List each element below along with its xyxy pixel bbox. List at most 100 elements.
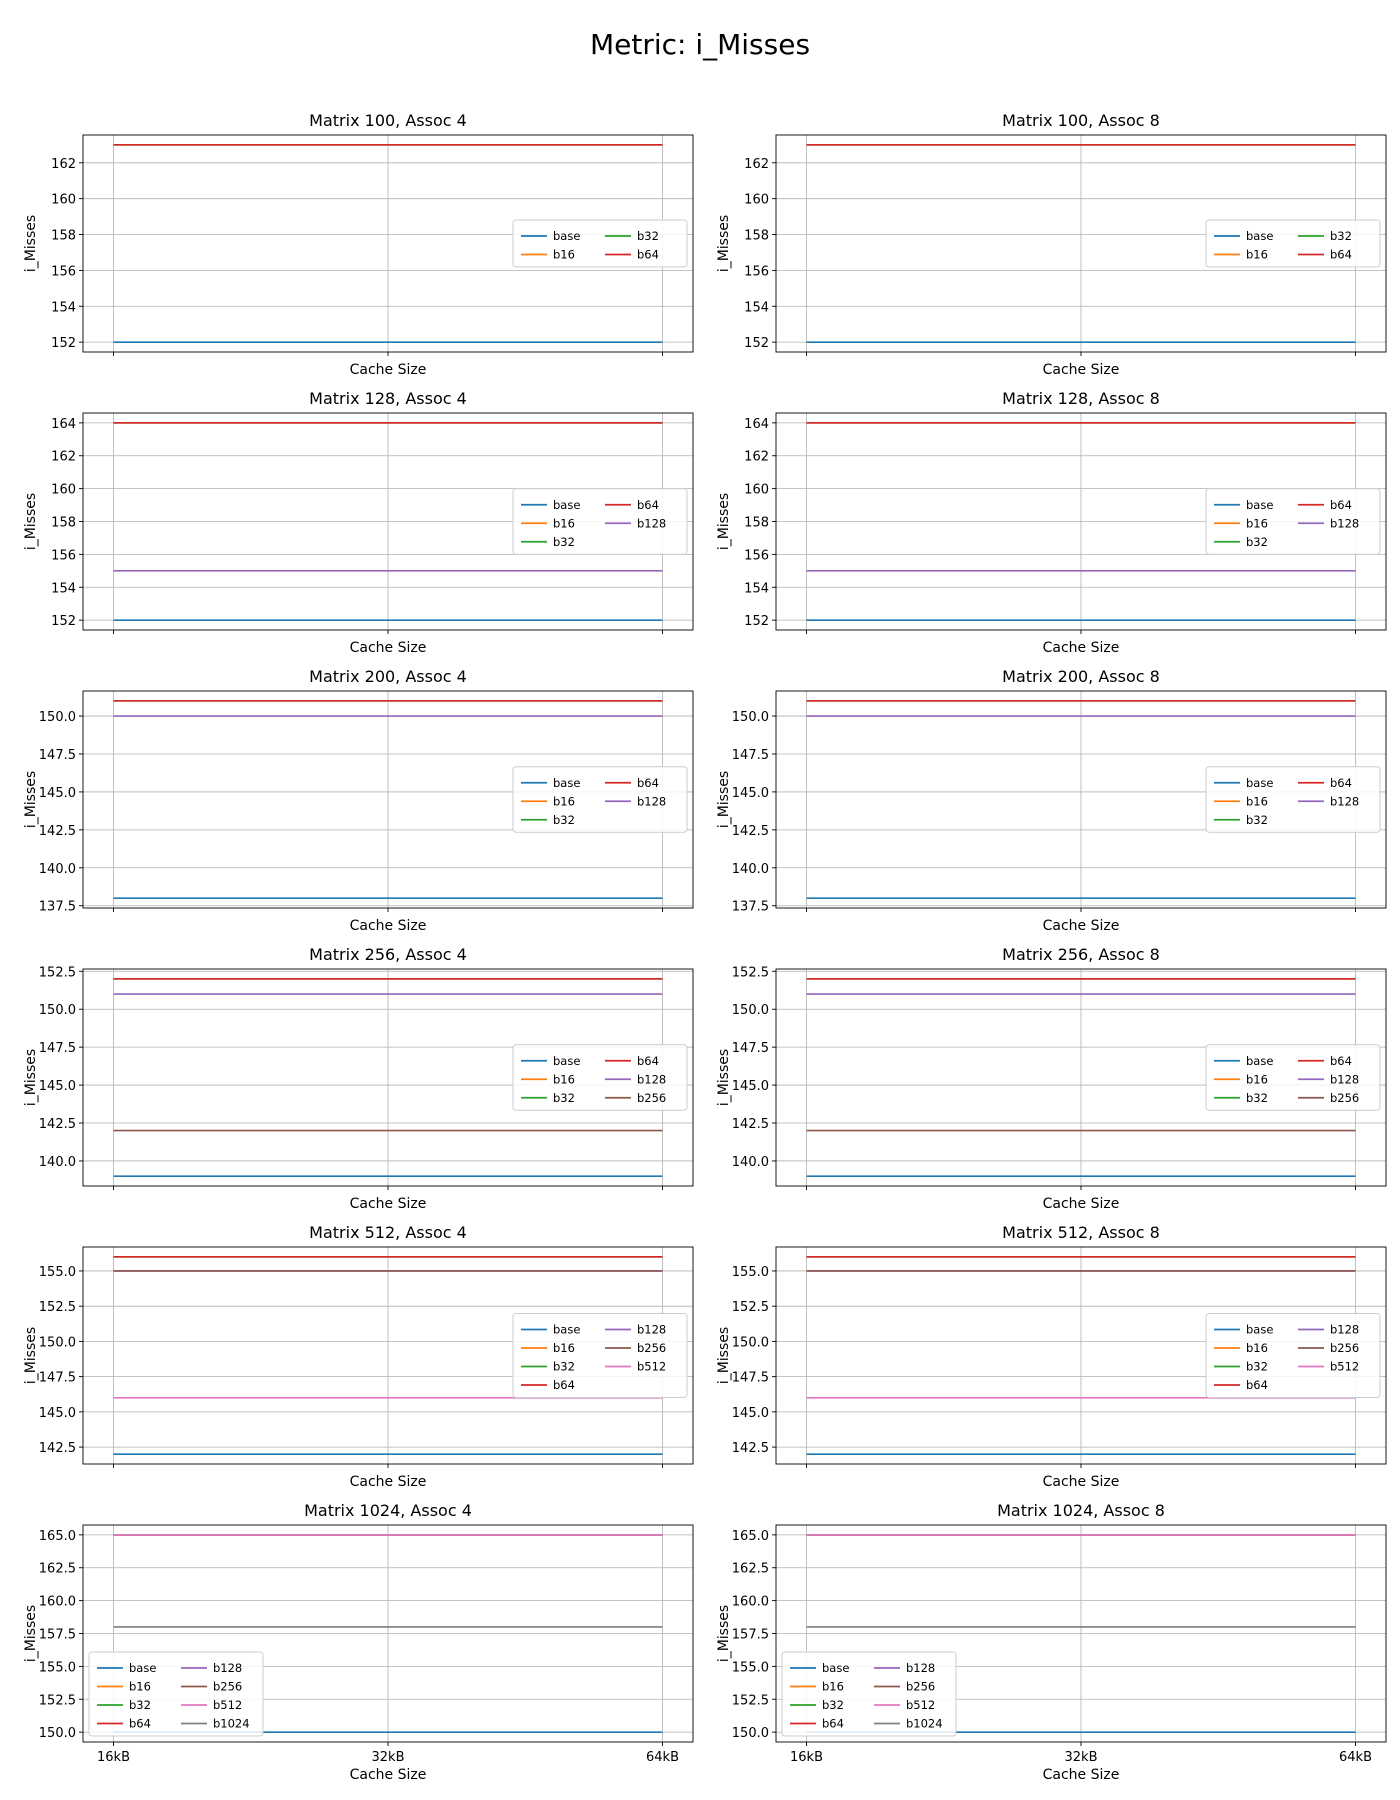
legend-item-b32: b32 xyxy=(521,1360,575,1374)
y-tick-label: 162 xyxy=(744,450,769,465)
legend-label-b64: b64 xyxy=(637,776,659,790)
legend-label-b64: b64 xyxy=(1246,1378,1268,1392)
y-tick-label: 150.0 xyxy=(39,1726,76,1741)
legend-item-b128: b128 xyxy=(1298,516,1359,530)
subplot-matrix-256-assoc-4: Matrix 256, Assoc 4 140.0 142.5 145.0 147.5 1… xyxy=(23,945,694,1212)
legend-label-base: base xyxy=(1246,498,1273,512)
legend-item-base: base xyxy=(97,1661,156,1675)
legend-item-b256: b256 xyxy=(1298,1341,1359,1355)
legend-item-b64: b64 xyxy=(1298,498,1352,512)
legend-item-b16: b16 xyxy=(521,1341,575,1355)
legend-item-b16: b16 xyxy=(1214,516,1268,530)
x-axis-label: Cache Size xyxy=(1043,640,1120,656)
legend-item-base: base xyxy=(1214,776,1273,790)
y-tick-label: 145.0 xyxy=(732,1079,769,1094)
legend-label-b16: b16 xyxy=(1246,1072,1268,1086)
legend-label-b128: b128 xyxy=(1330,516,1359,530)
y-tick-label: 156 xyxy=(744,264,769,279)
subplot-matrix-200-assoc-4: Matrix 200, Assoc 4 137.5 140.0 142.5 145.0 1… xyxy=(23,667,694,934)
legend-item-b16: b16 xyxy=(97,1680,151,1694)
legend-item-b16: b16 xyxy=(1214,248,1268,262)
legend-item-b256: b256 xyxy=(605,1091,666,1105)
y-tick-label: 160 xyxy=(744,193,769,208)
y-tick-label: 157.5 xyxy=(39,1628,76,1643)
y-tick-label: 165.0 xyxy=(39,1529,76,1544)
legend-label-b32: b32 xyxy=(822,1698,844,1712)
legend-item-b16: b16 xyxy=(1214,1341,1268,1355)
subplot-title: Matrix 1024, Assoc 8 xyxy=(997,1501,1165,1520)
y-tick-label: 152 xyxy=(744,336,769,351)
legend-item-b32: b32 xyxy=(1214,813,1268,827)
legend-label-b128: b128 xyxy=(213,1661,242,1675)
legend-item-b128: b128 xyxy=(1298,1072,1359,1086)
y-tick-label: 147.5 xyxy=(732,1041,769,1056)
legend-label-b64: b64 xyxy=(1330,498,1352,512)
legend-label-base: base xyxy=(553,776,580,790)
legend-box xyxy=(781,1651,957,1737)
legend: base b16 b32 b64 b128 xyxy=(512,766,688,833)
legend-item-b32: b32 xyxy=(521,535,575,549)
x-axis-label: Cache Size xyxy=(1043,1474,1120,1490)
legend-item-b128: b128 xyxy=(181,1661,242,1675)
x-tick-label: 32kB xyxy=(372,1750,405,1765)
y-tick-label: 156 xyxy=(51,264,76,279)
legend-item-b128: b128 xyxy=(605,794,666,808)
y-tick-label: 165.0 xyxy=(732,1529,769,1544)
y-tick-label: 150.0 xyxy=(39,1003,76,1018)
x-tick-label: 64kB xyxy=(646,1750,679,1765)
y-tick-label: 162 xyxy=(51,450,76,465)
legend-label-b256: b256 xyxy=(637,1091,666,1105)
x-axis-label: Cache Size xyxy=(1043,1196,1120,1212)
legend-item-b32: b32 xyxy=(521,813,575,827)
y-axis-label: i_Misses xyxy=(716,771,732,828)
y-tick-label: 137.5 xyxy=(732,900,769,915)
legend-item-b16: b16 xyxy=(790,1680,844,1694)
legend-item-b1024: b1024 xyxy=(181,1717,250,1731)
legend-box xyxy=(1205,766,1381,833)
legend: base b16 b32 b64 b128 xyxy=(1205,488,1381,555)
legend-box xyxy=(512,766,688,833)
legend-item-b64: b64 xyxy=(97,1717,151,1731)
y-tick-label: 155.0 xyxy=(732,1660,769,1675)
legend-label-b512: b512 xyxy=(213,1698,242,1712)
legend-item-b256: b256 xyxy=(874,1680,935,1694)
subplot-matrix-128-assoc-8: Matrix 128, Assoc 8 152 154 156 158 160 162 164… xyxy=(716,389,1387,656)
subplot-matrix-1024-assoc-8: Matrix 1024, Assoc 8 150.0 152.5 155.0 157.5… xyxy=(716,1501,1387,1783)
y-tick-label: 152.5 xyxy=(39,965,76,980)
legend-item-b128: b128 xyxy=(1298,1323,1359,1337)
legend-label-b256: b256 xyxy=(1330,1341,1359,1355)
legend-item-b512: b512 xyxy=(181,1698,242,1712)
y-tick-label: 155.0 xyxy=(39,1265,76,1280)
y-tick-label: 150.0 xyxy=(732,710,769,725)
legend: base b16 b32 b64 b128 b256 xyxy=(1205,1044,1381,1111)
legend-item-b64: b64 xyxy=(1298,776,1352,790)
legend-label-b16: b16 xyxy=(1246,1341,1268,1355)
y-tick-label: 157.5 xyxy=(732,1628,769,1643)
figure-title: Metric: i_Misses xyxy=(589,28,811,61)
legend-item-b32: b32 xyxy=(605,229,659,243)
x-axis-label: Cache Size xyxy=(350,1474,427,1490)
y-tick-label: 162.5 xyxy=(39,1562,76,1577)
y-tick-label: 147.5 xyxy=(732,748,769,763)
y-tick-label: 140.0 xyxy=(732,862,769,877)
y-tick-label: 147.5 xyxy=(732,1371,769,1386)
subplot-title: Matrix 256, Assoc 8 xyxy=(1002,945,1160,964)
legend-item-b64: b64 xyxy=(605,498,659,512)
legend-label-b32: b32 xyxy=(1246,1360,1268,1374)
legend-label-base: base xyxy=(553,1323,580,1337)
y-tick-label: 145.0 xyxy=(39,786,76,801)
legend-label-base: base xyxy=(822,1661,849,1675)
legend-label-base: base xyxy=(129,1661,156,1675)
legend-label-b32: b32 xyxy=(553,1091,575,1105)
subplot-title: Matrix 128, Assoc 4 xyxy=(309,389,467,408)
subplot-title: Matrix 200, Assoc 8 xyxy=(1002,667,1160,686)
legend-item-b64: b64 xyxy=(605,776,659,790)
y-axis-label: i_Misses xyxy=(23,1605,39,1662)
legend-label-b16: b16 xyxy=(553,1341,575,1355)
legend-label-b32: b32 xyxy=(1246,813,1268,827)
legend-item-b32: b32 xyxy=(521,1091,575,1105)
legend-item-b32: b32 xyxy=(1214,1360,1268,1374)
legend-item-base: base xyxy=(521,229,580,243)
legend: base b16 b32 b64 xyxy=(1205,219,1381,268)
legend-label-b16: b16 xyxy=(553,794,575,808)
